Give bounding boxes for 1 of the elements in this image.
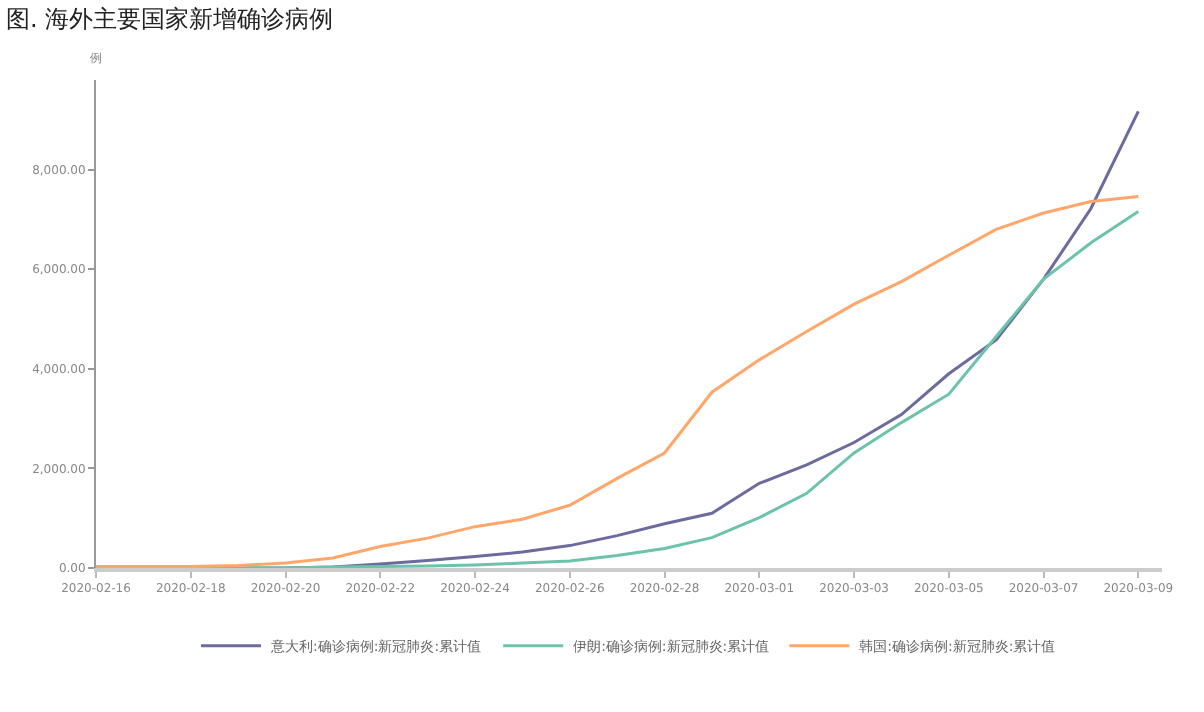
chart-title: 图. 海外主要国家新增确诊病例 <box>6 5 334 34</box>
